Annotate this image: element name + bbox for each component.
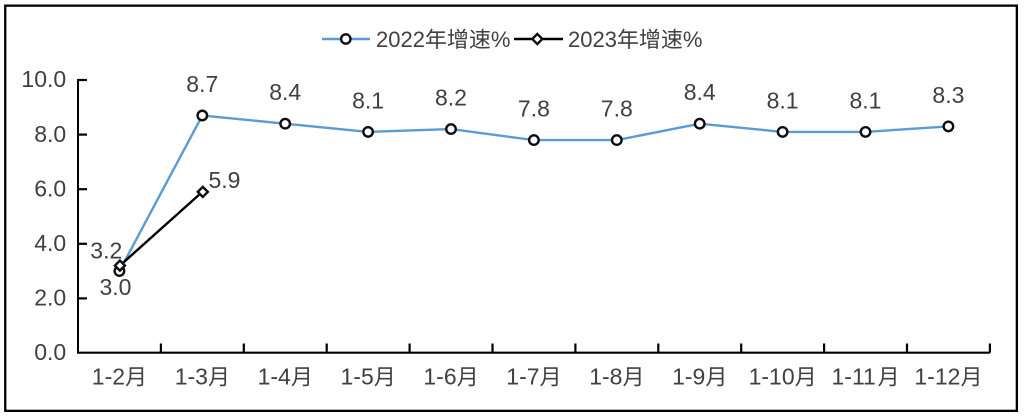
svg-text:8.0: 8.0	[34, 121, 66, 147]
svg-text:8.4: 8.4	[269, 79, 301, 105]
svg-text:8.2: 8.2	[435, 85, 467, 111]
svg-text:4.0: 4.0	[34, 230, 66, 256]
svg-text:8.1: 8.1	[352, 87, 384, 113]
svg-text:8.1: 8.1	[850, 87, 882, 113]
svg-text:1-12: 1-12	[914, 364, 960, 390]
svg-text:1-11: 1-11	[832, 364, 876, 390]
svg-text:2023: 2023	[568, 27, 617, 52]
svg-text:8.4: 8.4	[684, 79, 716, 105]
svg-text:2.0: 2.0	[34, 285, 66, 311]
svg-text:7.8: 7.8	[601, 96, 633, 122]
svg-text:7.8: 7.8	[518, 96, 550, 122]
svg-text:8.1: 8.1	[767, 87, 799, 113]
svg-text:1-8: 1-8	[589, 364, 622, 390]
svg-text:1-7: 1-7	[506, 364, 539, 390]
svg-text:1-4: 1-4	[258, 364, 291, 390]
svg-text:8.3: 8.3	[932, 82, 964, 108]
svg-text:5.9: 5.9	[209, 167, 241, 193]
svg-text:1-2: 1-2	[92, 364, 125, 390]
svg-text:1-3: 1-3	[175, 364, 208, 390]
svg-text:1-10: 1-10	[749, 364, 795, 390]
svg-text:0.0: 0.0	[34, 339, 66, 365]
svg-text:1-6: 1-6	[423, 364, 456, 390]
svg-text:2022: 2022	[376, 27, 425, 52]
svg-text:8.7: 8.7	[186, 71, 218, 97]
svg-text:3.0: 3.0	[100, 274, 132, 300]
svg-text:3.2: 3.2	[90, 238, 122, 264]
svg-text:6.0: 6.0	[34, 175, 66, 201]
svg-text:%: %	[491, 27, 511, 52]
svg-text:10.0: 10.0	[21, 66, 66, 92]
svg-text:%: %	[683, 27, 703, 52]
svg-text:1-5: 1-5	[341, 364, 374, 390]
svg-text:1-9: 1-9	[672, 364, 705, 390]
